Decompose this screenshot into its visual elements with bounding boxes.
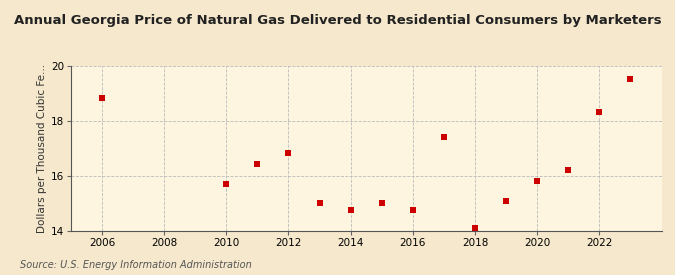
Text: Source: U.S. Energy Information Administration: Source: U.S. Energy Information Administ…: [20, 260, 252, 270]
Y-axis label: Dollars per Thousand Cubic Fe...: Dollars per Thousand Cubic Fe...: [36, 64, 47, 233]
Text: Annual Georgia Price of Natural Gas Delivered to Residential Consumers by Market: Annual Georgia Price of Natural Gas Deli…: [14, 14, 662, 27]
